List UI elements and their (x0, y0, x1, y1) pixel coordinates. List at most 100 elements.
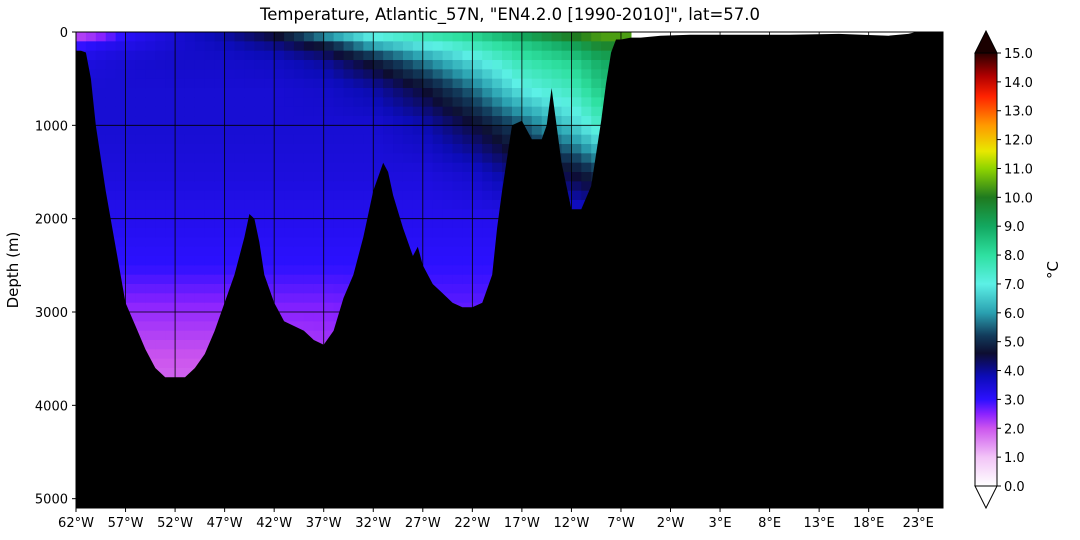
heatmap-cell (581, 97, 592, 108)
heatmap-cell (353, 172, 364, 182)
heatmap-cell (432, 60, 444, 70)
heatmap-cell (482, 200, 493, 210)
heatmap-cell (472, 50, 483, 61)
heatmap-cell (452, 172, 464, 182)
heatmap-cell (452, 237, 464, 248)
heatmap-cell (234, 32, 246, 42)
heatmap-cell (155, 274, 166, 285)
heatmap-cell (482, 134, 493, 145)
heatmap-cell (184, 125, 196, 136)
heatmap-cell (402, 153, 414, 164)
heatmap-cell (472, 134, 483, 145)
heatmap-cell (402, 50, 414, 61)
heatmap-cell (284, 209, 295, 220)
colorbar-tick-label: 5.0 (1004, 336, 1025, 351)
heatmap-cell (502, 134, 513, 145)
heatmap-cell (224, 228, 236, 238)
heatmap-cell (175, 78, 186, 89)
heatmap-cell (165, 321, 176, 332)
heatmap-cell (214, 228, 226, 238)
heatmap-cell (422, 125, 434, 136)
heatmap-cell (135, 88, 146, 98)
heatmap-cell (284, 218, 295, 229)
heatmap-cell (234, 218, 246, 229)
heatmap-cell (383, 144, 394, 154)
heatmap-cell (125, 69, 137, 80)
heatmap-cell (274, 284, 285, 294)
heatmap-cell (561, 172, 573, 182)
heatmap-cell (363, 106, 374, 117)
heatmap-cell (581, 172, 592, 182)
heatmap-cell (293, 321, 305, 332)
heatmap-cell (264, 78, 275, 89)
heatmap-cell (234, 134, 246, 145)
heatmap-cell (482, 125, 493, 136)
heatmap-cell (432, 274, 444, 285)
heatmap-cell (541, 97, 553, 108)
heatmap-cell (155, 358, 166, 369)
heatmap-cell (353, 209, 364, 220)
heatmap-cell (95, 97, 107, 108)
heatmap-cell (274, 181, 285, 192)
heatmap-cell (323, 162, 335, 173)
heatmap-cell (135, 274, 146, 285)
heatmap-cell (274, 106, 285, 117)
heatmap-cell (492, 144, 503, 154)
x-axis: 62°W 57°W 52°W 47°W 42°W 37°W 32°W 27°W 22°W 17°W… (58, 508, 934, 531)
heatmap-cell (452, 200, 464, 210)
heatmap-cell (274, 256, 285, 266)
heatmap-cell (323, 265, 335, 276)
heatmap-cell (313, 172, 325, 182)
heatmap-cell (333, 302, 345, 313)
heatmap-cell (482, 246, 493, 257)
heatmap-cell (581, 125, 592, 136)
heatmap-cell (115, 246, 127, 257)
heatmap-cell (135, 162, 146, 173)
heatmap-cell (571, 172, 582, 182)
heatmap-cell (95, 144, 107, 154)
heatmap-cell (432, 209, 444, 220)
heatmap-cell (323, 153, 335, 164)
heatmap-cell (333, 209, 345, 220)
heatmap-cell (184, 218, 196, 229)
heatmap-cell (472, 228, 483, 238)
heatmap-cell (462, 134, 473, 145)
heatmap-cell (274, 125, 285, 136)
heatmap-cell (175, 330, 186, 341)
heatmap-cell (175, 218, 186, 229)
heatmap-cell (452, 69, 464, 80)
heatmap-cell (571, 78, 582, 89)
heatmap-cell (412, 228, 424, 238)
heatmap-cell (452, 190, 464, 201)
heatmap-cell (432, 125, 444, 136)
heatmap-cell (303, 218, 315, 229)
heatmap-cell (343, 144, 355, 154)
heatmap-cell (452, 60, 464, 70)
heatmap-cell (511, 50, 523, 61)
colorbar-tick-label: 0.0 (1004, 480, 1025, 495)
heatmap-cell (194, 340, 206, 350)
heatmap-cell (234, 237, 246, 248)
heatmap-cell (492, 134, 503, 145)
heatmap-cell (194, 228, 206, 238)
heatmap-cell (214, 190, 226, 201)
heatmap-cell (393, 97, 404, 108)
heatmap-cell (452, 32, 464, 42)
heatmap-cell (402, 78, 414, 89)
heatmap-cell (145, 69, 156, 80)
heatmap-cell (175, 125, 186, 136)
heatmap-cell (165, 60, 176, 70)
heatmap-cell (442, 50, 454, 61)
heatmap-cell (373, 60, 384, 70)
y-tick-label: 2000 (35, 213, 68, 228)
heatmap-cell (115, 200, 127, 210)
heatmap-cell (482, 50, 493, 61)
heatmap-cell (224, 181, 236, 192)
heatmap-cell (175, 321, 186, 332)
heatmap-cell (135, 144, 146, 154)
heatmap-cell (492, 218, 503, 229)
heatmap-cell (472, 78, 483, 89)
heatmap-cell (442, 88, 454, 98)
heatmap-cell (125, 228, 137, 238)
heatmap-cell (234, 200, 246, 210)
